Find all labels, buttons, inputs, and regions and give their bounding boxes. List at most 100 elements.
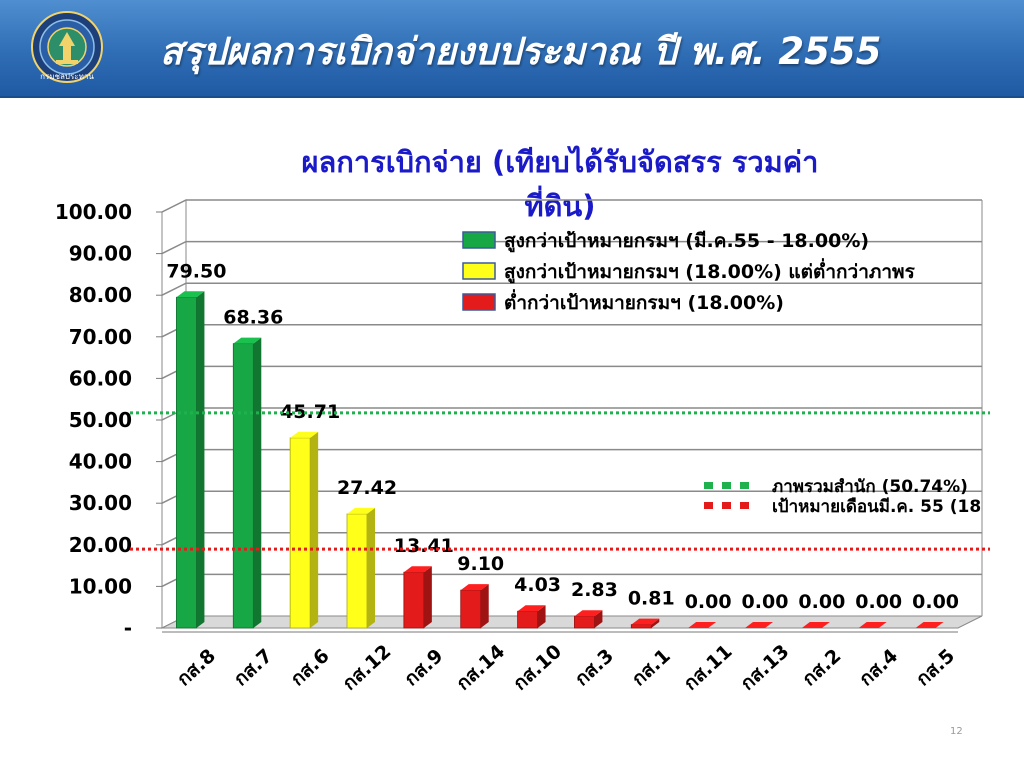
- bar: [801, 622, 830, 628]
- bar-side: [480, 584, 489, 628]
- logo-caption: กรมชลประทาน: [40, 72, 94, 81]
- category-label: กส.8: [173, 645, 220, 690]
- data-label: 0.81: [628, 588, 675, 610]
- data-label: 0.00: [855, 591, 902, 613]
- legend-label: สูงกว่าเป้าหมายกรมฯ (มี.ค.55 - 18.00%): [504, 230, 869, 253]
- category-label: กส.1: [628, 645, 675, 690]
- category-label: กส.11: [680, 640, 737, 694]
- category-label: กส.12: [339, 640, 396, 694]
- y-tick-label: 10.00: [69, 574, 132, 598]
- slide-number: 12: [950, 726, 963, 737]
- chart-title-line-1: ผลการเบิกจ่าย (เทียบได้รับจัดสรร รวมค่า: [301, 145, 819, 179]
- bar: [232, 337, 262, 629]
- reference-legend-label: เป้าหมายเดือนมี.ค. 55 (18: [772, 496, 981, 517]
- bar-top: [403, 566, 432, 573]
- bar: [403, 566, 432, 629]
- gridline: [161, 240, 982, 255]
- category-label: กส.14: [452, 640, 509, 694]
- category-label: กส.10: [509, 640, 566, 694]
- legend-dash: [740, 482, 749, 489]
- bar-front: [346, 513, 368, 629]
- bar: [460, 584, 489, 629]
- legend-dash: [722, 502, 731, 509]
- y-tick-label: 20.00: [69, 533, 132, 557]
- slide-header: กรมชลประทาน สรุปผลการเบิกจ่ายงบประมาณ ปี…: [0, 0, 1024, 98]
- bar: [176, 291, 205, 629]
- category-label: กส.3: [571, 645, 618, 690]
- category-label: กส.6: [287, 645, 334, 690]
- bar-top: [801, 622, 830, 628]
- data-label: 13.41: [394, 535, 454, 557]
- bar-side: [423, 566, 432, 628]
- reference-legend-item: ภาพรวมสำนัก (50.74%): [704, 477, 968, 497]
- y-tick-label: 60.00: [69, 366, 132, 390]
- category-label: กส.9: [400, 645, 447, 690]
- legend-swatch: [462, 293, 496, 311]
- y-tick-label: 90.00: [69, 242, 132, 266]
- data-label: 0.00: [912, 591, 959, 613]
- category-label: กส.4: [855, 645, 902, 690]
- y-tick-label: 70.00: [69, 325, 132, 349]
- slide-title: สรุปผลการเบิกจ่ายงบประมาณ ปี พ.ศ. 2555: [160, 30, 882, 73]
- y-tick-label: -: [124, 616, 132, 640]
- bar-side: [537, 605, 546, 628]
- legend-swatch: [462, 262, 496, 280]
- bar-front: [460, 589, 482, 629]
- gridline: [161, 365, 982, 380]
- bar-side: [253, 337, 262, 628]
- bar: [630, 618, 660, 629]
- legend-item: สูงกว่าเป้าหมายกรมฯ (18.00%) แต่ต่ำกว่าภ…: [462, 258, 916, 284]
- data-label: 0.00: [798, 591, 845, 613]
- data-label: 4.03: [514, 574, 561, 596]
- bar-side: [651, 618, 660, 628]
- data-label: 68.36: [223, 307, 283, 329]
- bar-top: [347, 507, 375, 514]
- reference-legend-item: เป้าหมายเดือนมี.ค. 55 (18: [704, 496, 981, 517]
- gridline: [161, 532, 982, 546]
- legend-dash: [722, 482, 731, 489]
- bar-top: [858, 622, 887, 628]
- bar-top: [688, 622, 717, 628]
- bar-top: [631, 618, 660, 625]
- gridline: [161, 324, 982, 338]
- gridline: [161, 199, 982, 213]
- bar-side: [196, 291, 205, 628]
- bar-top: [460, 584, 489, 591]
- bar: [574, 610, 603, 629]
- bar-front: [517, 610, 538, 629]
- bar-front: [289, 437, 311, 629]
- bar: [745, 622, 773, 628]
- bar-front: [403, 571, 425, 629]
- bar-top: [745, 622, 773, 628]
- bar-front: [630, 624, 652, 629]
- legend-item: สูงกว่าเป้าหมายกรมฯ (มี.ค.55 - 18.00%): [462, 230, 869, 253]
- legend-dash: [740, 502, 749, 509]
- bar-top: [176, 291, 205, 298]
- bar: [289, 431, 319, 629]
- bar-side: [594, 610, 603, 628]
- y-tick-label: 80.00: [69, 283, 132, 307]
- chart-floor: [161, 615, 983, 629]
- bar-top: [233, 337, 262, 344]
- bar: [858, 622, 887, 628]
- category-label: กส.5: [912, 645, 959, 690]
- bar-side: [310, 431, 319, 628]
- department-seal-icon: [31, 11, 103, 83]
- bar-front: [176, 296, 197, 629]
- category-label: กส.2: [798, 645, 845, 690]
- bar-top: [517, 605, 546, 612]
- data-label: 0.00: [685, 591, 732, 613]
- legend-item: ต่ำกว่าเป้าหมายกรมฯ (18.00%): [462, 289, 784, 314]
- y-tick-label: 100.00: [55, 200, 132, 224]
- chart-title-line-2: ที่ดิน): [524, 189, 596, 223]
- bar: [517, 605, 546, 629]
- bar: [688, 622, 717, 628]
- y-tick-label: 30.00: [69, 491, 132, 515]
- legend-label: สูงกว่าเป้าหมายกรมฯ (18.00%) แต่ต่ำกว่าภ…: [504, 258, 916, 284]
- legend-dash: [704, 482, 713, 489]
- bar-front: [574, 615, 595, 629]
- data-label: 27.42: [337, 477, 397, 499]
- bar: [346, 507, 375, 629]
- bar-top: [915, 622, 944, 628]
